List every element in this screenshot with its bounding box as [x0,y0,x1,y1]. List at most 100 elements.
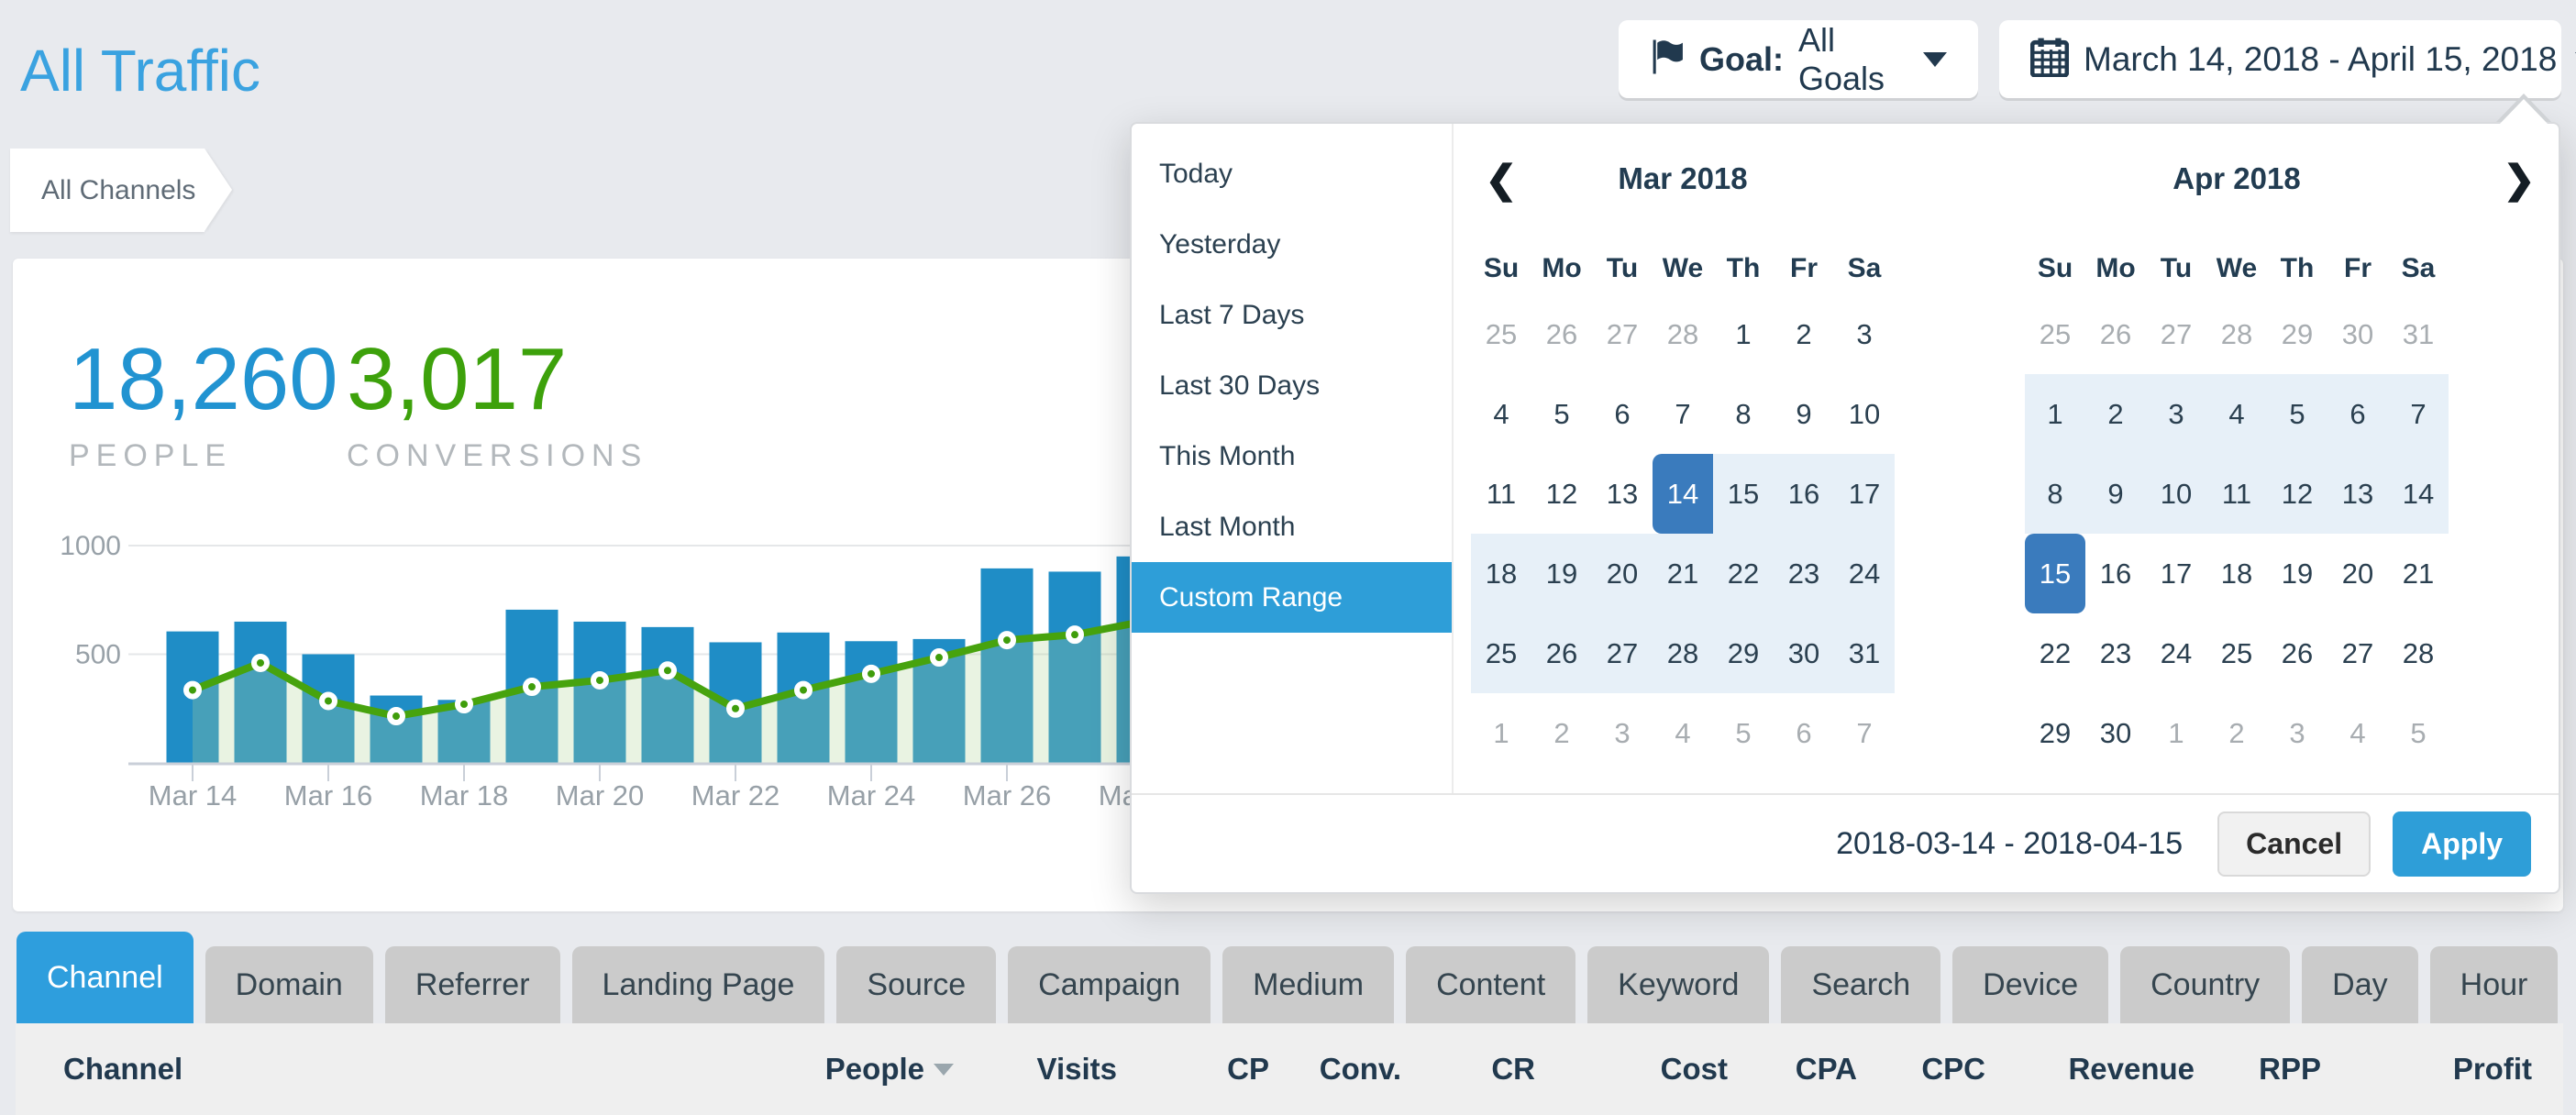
preset-range-item[interactable]: Today [1159,158,1233,189]
column-header-cr[interactable]: CR [1491,1052,1535,1086]
calendar-day-cell[interactable]: 25 [2220,636,2253,669]
column-header-cost[interactable]: Cost [1660,1052,1728,1086]
calendar-day-cell[interactable]: 5 [2267,374,2327,454]
calendar-day-cell[interactable]: 1 [2025,374,2085,454]
calendar-day-cell[interactable]: 8 [2025,454,2085,534]
calendar-day-cell[interactable]: 12 [2267,454,2327,534]
calendar-day-cell[interactable]: 9 [2085,454,2146,534]
calendar-day-cell[interactable]: 19 [2281,557,2314,590]
calendar-day-cell[interactable]: 27 [2160,317,2193,350]
chevron-right-icon[interactable]: ❯ [2503,158,2536,201]
tab-channel[interactable]: Channel [17,932,193,1023]
calendar-day-cell[interactable]: 10 [2146,454,2206,534]
preset-range-item[interactable]: Last Month [1159,511,1296,542]
tab-campaign[interactable]: Campaign [1008,946,1211,1023]
calendar-day-cell[interactable]: 25 [1471,613,1531,693]
tab-content[interactable]: Content [1406,946,1576,1023]
preset-range-item[interactable]: This Month [1159,440,1296,471]
column-header-cpa[interactable]: CPA [1795,1052,1857,1086]
calendar-day-cell[interactable]: 19 [1531,534,1592,613]
calendar-day-cell[interactable]: 27 [1606,317,1639,350]
calendar-day-cell[interactable]: 1 [1735,317,1752,350]
calendar-day-cell[interactable]: 26 [1531,613,1592,693]
cancel-button[interactable]: Cancel [2217,811,2371,877]
calendar-day-cell[interactable]: 11 [2206,454,2267,534]
calendar-day-cell[interactable]: 5 [1553,397,1570,430]
calendar-day-cell[interactable]: 24 [2160,636,2193,669]
tab-domain[interactable]: Domain [205,946,373,1023]
calendar-day-cell[interactable]: 26 [2099,317,2132,350]
calendar-day-cell[interactable]: 3 [2146,374,2206,454]
preset-range-item[interactable]: Last 30 Days [1159,370,1321,401]
calendar-day-cell[interactable]: 4 [1675,716,1691,749]
apply-button[interactable]: Apply [2393,811,2531,877]
calendar-day-cell[interactable]: 18 [2220,557,2253,590]
column-header-cp[interactable]: CP [1227,1052,1269,1086]
tab-search[interactable]: Search [1781,946,1941,1023]
calendar-day-cell[interactable]: 25 [1485,317,1518,350]
calendar-day-cell[interactable]: 7 [2388,374,2449,454]
calendar-day-cell[interactable]: 9 [1796,397,1812,430]
calendar-day-cell[interactable]: 28 [1666,317,1699,350]
calendar-day-cell[interactable]: 3 [1614,716,1631,749]
calendar-day-cell[interactable]: 14 [2388,454,2449,534]
calendar-day-cell[interactable]: 24 [1834,534,1895,613]
calendar-day-cell[interactable]: 27 [2341,636,2374,669]
calendar-day-cell[interactable]: 15 [2025,534,2085,613]
calendar-day-cell[interactable]: 28 [2220,317,2253,350]
date-range-button[interactable]: March 14, 2018 - April 15, 2018 [1999,20,2576,98]
calendar-day-cell[interactable]: 8 [1735,397,1752,430]
calendar-day-cell[interactable]: 4 [2206,374,2267,454]
calendar-day-cell[interactable]: 20 [2341,557,2374,590]
calendar-day-cell[interactable]: 23 [1774,534,1834,613]
calendar-day-cell[interactable]: 20 [1592,534,1653,613]
calendar-day-cell[interactable]: 10 [1848,397,1881,430]
calendar-day-cell[interactable]: 28 [2402,636,2435,669]
column-header-rpp[interactable]: RPP [2259,1052,2321,1086]
tab-medium[interactable]: Medium [1222,946,1395,1023]
column-header-revenue[interactable]: Revenue [2068,1052,2195,1086]
calendar-day-cell[interactable]: 2 [2085,374,2146,454]
calendar-day-cell[interactable]: 21 [1653,534,1713,613]
calendar-day-cell[interactable]: 27 [1592,613,1653,693]
breadcrumb[interactable]: All Channels [10,149,205,232]
calendar-day-cell[interactable]: 13 [2327,454,2388,534]
calendar-day-cell[interactable]: 2 [2228,716,2245,749]
calendar-day-cell[interactable]: 3 [1856,317,1873,350]
calendar-day-cell[interactable]: 6 [1614,397,1631,430]
calendar-day-cell[interactable]: 6 [1796,716,1812,749]
calendar-day-cell[interactable]: 30 [2099,716,2132,749]
calendar-day-cell[interactable]: 2 [1796,317,1812,350]
tab-hour[interactable]: Hour [2429,946,2559,1023]
calendar-day-cell[interactable]: 5 [1735,716,1752,749]
calendar-day-cell[interactable]: 14 [1653,454,1713,534]
column-header-cpc[interactable]: CPC [1921,1052,1985,1086]
calendar-day-cell[interactable]: 26 [1545,317,1578,350]
chevron-left-icon[interactable]: ❮ [1485,158,1518,201]
calendar-day-cell[interactable]: 31 [1834,613,1895,693]
goal-dropdown-button[interactable]: Goal: All Goals [1619,20,1978,98]
calendar-day-cell[interactable]: 30 [1774,613,1834,693]
calendar-day-cell[interactable]: 6 [2327,374,2388,454]
calendar-day-cell[interactable]: 17 [2160,557,2193,590]
calendar-day-cell[interactable]: 26 [2281,636,2314,669]
calendar-day-cell[interactable]: 7 [1856,716,1873,749]
calendar-day-cell[interactable]: 30 [2341,317,2374,350]
calendar-day-cell[interactable]: 2 [1553,716,1570,749]
calendar-day-cell[interactable]: 5 [2410,716,2427,749]
calendar-day-cell[interactable]: 1 [2168,716,2184,749]
tab-referrer[interactable]: Referrer [384,946,560,1023]
calendar-day-cell[interactable]: 23 [2099,636,2132,669]
column-header-channel[interactable]: Channel [63,1052,183,1086]
calendar-day-cell[interactable]: 11 [1486,477,1517,510]
tab-landing-page[interactable]: Landing Page [571,946,825,1023]
preset-range-item[interactable]: Custom Range [1132,562,1452,633]
calendar-day-cell[interactable]: 13 [1606,477,1639,510]
calendar-day-cell[interactable]: 28 [1653,613,1713,693]
column-header-profit[interactable]: Profit [2452,1052,2532,1086]
calendar-day-cell[interactable]: 29 [2039,716,2072,749]
preset-range-item[interactable]: Last 7 Days [1159,299,1305,330]
calendar-day-cell[interactable]: 21 [2402,557,2435,590]
calendar-day-cell[interactable]: 3 [2289,716,2305,749]
column-header-conv[interactable]: Conv. [1319,1052,1401,1086]
